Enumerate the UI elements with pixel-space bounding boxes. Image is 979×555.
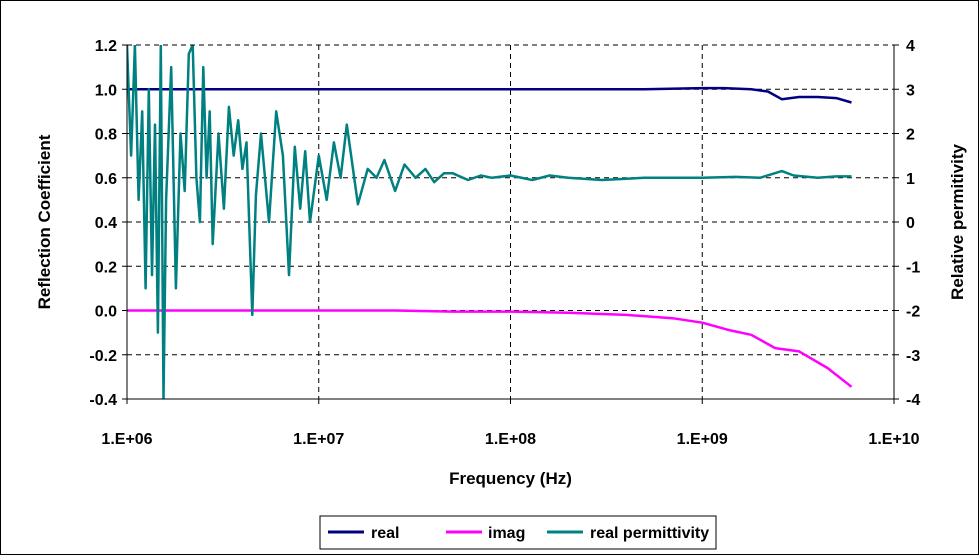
y-left-tick-label: -0.2 xyxy=(89,348,117,365)
y-right-tick-label: 1 xyxy=(906,171,915,188)
x-tick-label: 1.E+09 xyxy=(677,431,728,448)
legend-label-real: real xyxy=(371,525,399,542)
y-right-tick-label: -4 xyxy=(906,392,920,409)
series-line-real xyxy=(127,86,852,104)
series-line-real-permittivity xyxy=(127,45,852,399)
y-left-tick-label: 0.6 xyxy=(95,171,117,188)
y-left-tick-label: 1.2 xyxy=(95,38,117,55)
x-tick-label: 1.E+10 xyxy=(868,431,919,448)
legend-label-real-permittivity: real permittivity xyxy=(590,525,709,542)
y-left-axis-title: Reflection Coefficient xyxy=(35,134,54,309)
y-left-tick-label: 0.2 xyxy=(95,259,117,276)
series-layer xyxy=(127,45,853,399)
y-left-tick-label: 0.4 xyxy=(95,215,117,232)
y-left-tick-label: 1.0 xyxy=(95,82,117,99)
y-right-tick-label: -2 xyxy=(906,304,920,321)
series-line-imag xyxy=(127,309,853,388)
y-right-tick-label: 0 xyxy=(906,215,915,232)
y-left-tick-label: 0.0 xyxy=(95,304,117,321)
x-tick-label: 1.E+08 xyxy=(485,431,536,448)
legend-box xyxy=(319,515,717,550)
y-right-tick-label: -1 xyxy=(906,259,920,276)
x-tick-label: 1.E+06 xyxy=(101,431,152,448)
legend-label-imag: imag xyxy=(488,525,525,542)
y-right-tick-label: 3 xyxy=(906,82,915,99)
tick-layer: 1.2 1.0 0.8 0.6 0.4 0.2 0.0 -0.2 -0.4 4 3 2 1 0 -1 -2 -3… xyxy=(89,38,920,448)
y-right-tick-label: 2 xyxy=(906,127,915,144)
x-axis-title: Frequency (Hz) xyxy=(449,469,572,488)
y-left-tick-label: -0.4 xyxy=(89,392,117,409)
x-tick-label: 1.E+07 xyxy=(293,431,344,448)
y-right-axis-title: Relative permitivity xyxy=(948,144,967,300)
y-left-tick-label: 0.8 xyxy=(95,127,117,144)
y-right-tick-label: 4 xyxy=(906,38,915,55)
legend: real imag real permittivity xyxy=(319,515,717,550)
y-right-tick-label: -3 xyxy=(906,348,920,365)
